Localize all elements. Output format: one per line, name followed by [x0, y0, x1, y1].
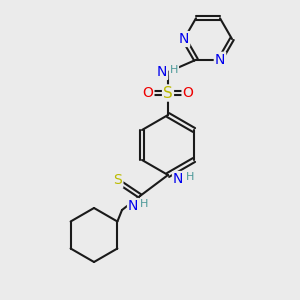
Text: O: O [183, 86, 194, 100]
Text: N: N [128, 199, 138, 213]
Text: S: S [163, 85, 173, 100]
Text: H: H [170, 65, 178, 75]
Text: N: N [215, 53, 225, 67]
Text: H: H [140, 199, 148, 209]
Text: H: H [186, 172, 194, 182]
Text: S: S [114, 173, 122, 187]
Text: N: N [179, 32, 189, 46]
Text: N: N [157, 65, 167, 79]
Text: N: N [173, 172, 183, 186]
Text: O: O [142, 86, 153, 100]
